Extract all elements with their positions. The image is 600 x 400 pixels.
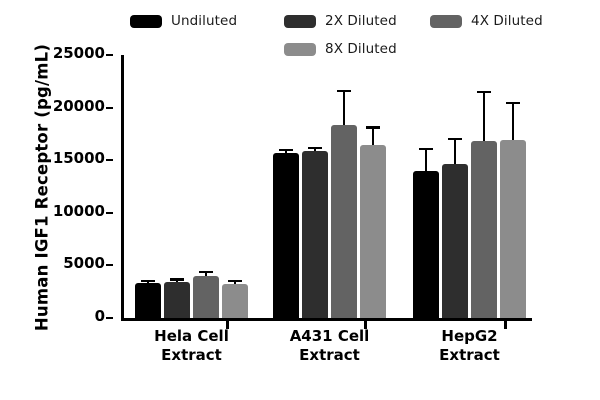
legend-label-undiluted: Undiluted	[171, 13, 238, 29]
error-bar-cap	[170, 278, 184, 281]
legend-swatch-8x-diluted	[284, 42, 316, 56]
legend-label-8x-diluted: 8X Diluted	[325, 41, 397, 57]
x-tick-mark	[226, 319, 229, 329]
y-tick-mark	[106, 211, 113, 214]
legend-swatch-4x-diluted	[430, 14, 462, 28]
y-tick-mark	[106, 106, 113, 109]
legend-item-undiluted: Undiluted	[130, 12, 237, 30]
bar	[164, 282, 190, 318]
y-tick-mark	[106, 54, 113, 56]
legend-swatch-2x-diluted	[284, 14, 316, 28]
x-axis-group-label: Hela Cell Extract	[112, 327, 272, 365]
bar	[222, 284, 248, 318]
y-axis-line	[121, 55, 124, 319]
legend-swatch-undiluted	[130, 14, 162, 28]
bar	[471, 141, 497, 318]
error-bar-cap	[228, 280, 242, 283]
y-tick-label: 20000	[52, 96, 105, 115]
x-axis-group-label-line: A431 Cell	[289, 327, 370, 345]
bar	[193, 275, 219, 318]
bar	[500, 140, 526, 318]
x-axis-group-label-line: Extract	[299, 346, 360, 364]
y-tick-label: 25000	[52, 44, 105, 62]
chart-legend: Undiluted 2X Diluted 4X Diluted 8X Dilut…	[130, 12, 590, 68]
error-bar-cap	[337, 89, 351, 92]
error-bar	[313, 149, 317, 151]
y-tick-label: 10000	[52, 201, 105, 220]
y-tick-label: 5000	[63, 254, 105, 273]
error-bar	[233, 282, 237, 285]
bar	[413, 170, 439, 318]
x-tick-mark	[364, 319, 367, 329]
error-bar	[204, 273, 208, 276]
error-bar-cap	[366, 126, 380, 129]
error-bar	[146, 282, 150, 284]
y-tick: 25000	[53, 44, 122, 62]
bar	[135, 283, 161, 318]
error-bar-cap	[141, 280, 155, 283]
error-bar	[175, 280, 179, 283]
error-bar-cap	[448, 138, 462, 141]
y-tick: 20000	[53, 97, 122, 115]
y-tick-mark	[106, 317, 113, 319]
error-bar	[342, 91, 346, 126]
bar	[273, 152, 299, 318]
y-tick-mark	[106, 264, 113, 267]
x-axis-group-label: HepG2 Extract	[390, 327, 550, 365]
bar	[360, 145, 386, 318]
x-axis-group-label-line: Hela Cell	[154, 327, 229, 345]
x-axis-group-label-line: Extract	[161, 346, 222, 364]
y-tick-mark	[106, 159, 113, 162]
error-bar	[511, 104, 515, 141]
x-axis-group-label: A431 Cell Extract	[250, 327, 410, 365]
y-tick-label: 0	[94, 307, 105, 325]
error-bar	[371, 128, 375, 146]
bar	[442, 164, 468, 318]
error-bar-cap	[419, 147, 433, 150]
legend-item-8x-diluted: 8X Diluted	[284, 40, 397, 58]
y-tick: 10000	[53, 202, 122, 220]
y-tick: 0	[95, 307, 122, 325]
x-axis-group-label-line: HepG2	[441, 327, 498, 345]
error-bar-cap	[308, 146, 322, 150]
y-tick: 5000	[63, 254, 122, 272]
legend-item-2x-diluted: 2X Diluted	[284, 12, 397, 30]
legend-label-2x-diluted: 2X Diluted	[325, 13, 397, 29]
legend-item-4x-diluted: 4X Diluted	[430, 12, 543, 30]
bar	[331, 125, 357, 318]
bar	[302, 150, 328, 318]
y-axis-title: Human IGF1 Receptor (pg/mL)	[32, 43, 52, 332]
legend-label-4x-diluted: 4X Diluted	[471, 13, 543, 29]
error-bar	[424, 149, 428, 171]
error-bar	[284, 150, 288, 153]
error-bar	[482, 92, 486, 142]
x-axis-group-label-line: Extract	[439, 346, 500, 364]
error-bar-cap	[506, 102, 520, 105]
y-tick-label: 15000	[52, 149, 105, 168]
plot-area: 0 5000 10000 15000 20000 25000	[53, 44, 532, 329]
error-bar-cap	[199, 271, 213, 274]
error-bar-cap	[279, 148, 293, 151]
y-tick: 15000	[53, 149, 122, 167]
error-bar	[453, 140, 457, 165]
x-axis-line	[121, 318, 532, 321]
x-tick-mark	[504, 319, 507, 329]
error-bar-cap	[477, 90, 491, 93]
